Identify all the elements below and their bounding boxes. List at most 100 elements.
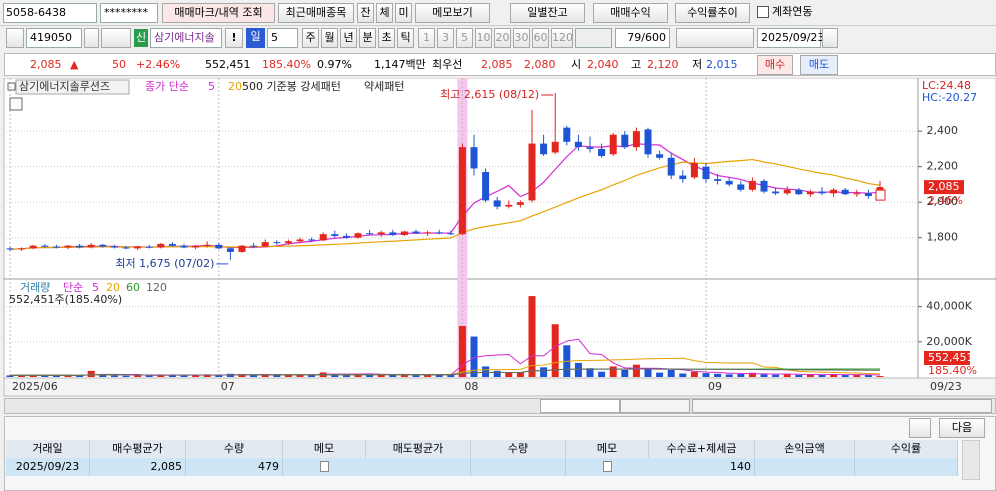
candle-body [296,239,304,242]
interval-button[interactable]: 5 [456,28,473,48]
period-button[interactable]: 틱 [397,28,414,48]
warning[interactable]: ! [225,28,243,48]
candle-body [702,166,710,180]
low: 2,015 [706,58,738,71]
ma-period: 120 [146,281,167,294]
sell-button[interactable]: 매도 [800,55,838,75]
candle-body [87,244,95,248]
volume-bar [331,374,339,377]
toolbar-button[interactable]: 최근매매종목 [278,3,354,23]
sound-icon[interactable] [101,28,131,48]
toolbar-button[interactable]: 수익률추이 [675,3,750,23]
toolbar-button[interactable]: 매매마크/내역 조회 [162,3,275,23]
period-button[interactable]: 초 [378,28,395,48]
candle-body [482,172,490,201]
toolbar-button[interactable]: 미 [395,3,412,23]
volume-bar [806,374,814,377]
interval-button[interactable]: 30 [513,28,530,48]
candle-body [748,180,756,190]
candle-body [830,189,838,194]
candle-body [621,134,629,148]
period-button[interactable]: 주 [302,28,319,48]
table-scrollbar[interactable] [962,440,980,480]
pattern-marker [875,189,886,201]
stock-code[interactable]: 419050 [26,28,82,48]
change-pct: +2.46% [136,58,181,71]
memo-icon[interactable] [602,461,612,472]
volume-bar [632,364,640,377]
volume-bar [6,375,14,377]
candle-body [760,180,768,192]
candle-body [377,232,385,235]
last-volume: 552,451 [928,351,974,364]
credit-badge: 신 [134,29,148,47]
toolbar-button[interactable]: 잔 [357,3,374,23]
x-tick-label: 2025/06 [12,380,58,393]
account-select[interactable] [3,3,97,23]
period-button[interactable]: 월 [321,28,338,48]
toolbar-button[interactable]: 체 [376,3,393,23]
search-icon[interactable] [84,28,99,48]
memo-icon[interactable] [319,461,329,472]
candle-body [690,163,698,178]
candle-body [632,131,640,148]
volume-bar [366,374,374,377]
price: 2,085 [30,58,62,71]
indicator-label: 단순 [63,281,83,294]
lc-label: LC:24.48 [922,79,971,92]
candle-body [667,157,675,176]
candle-body [354,233,362,238]
calendar-icon[interactable] [822,28,838,48]
volume-bar [725,374,733,377]
candle-body [284,241,292,244]
toolbar-button[interactable]: 일별잔고 [510,3,585,23]
zoom-controls[interactable] [692,399,992,413]
change: 50 [112,58,126,71]
candle-body [458,147,466,235]
candle-body [737,184,745,190]
date[interactable]: 2025/09/23 [757,28,824,48]
settings-icon[interactable] [909,418,931,438]
interval-button[interactable]: 20 [494,28,511,48]
candle-body [586,147,594,149]
dropdown[interactable] [575,28,612,48]
volume-bar [621,369,629,377]
scroll-thumb[interactable] [540,399,620,413]
table-cell [855,458,958,476]
candle-body [319,234,327,241]
candle-body [366,233,374,235]
amount: 1,147백만 [374,58,426,71]
menu-icon[interactable] [6,28,24,48]
period-button[interactable]: 분 [359,28,376,48]
toolbar-button[interactable]: 매매수익 [593,3,668,23]
period-button[interactable]: 년 [340,28,357,48]
volume-bar [679,373,687,377]
toolbar-button[interactable]: 메모보기 [415,3,490,23]
period-day[interactable]: 일 [246,28,265,48]
hc-label: HC:-20.27 [922,91,977,104]
interval-button[interactable]: 1 [418,28,435,48]
volume-bar [818,374,826,377]
table-row[interactable]: 2025/09/23 2,085 479 140 [6,458,958,476]
account-link: 계좌연동 [772,5,813,18]
playback-controls[interactable] [620,399,690,413]
candle-body [656,154,664,158]
checkbox[interactable] [757,6,769,18]
buy-button[interactable]: 매수 [757,55,793,75]
candle-body [215,244,223,249]
interval-button[interactable]: 120 [551,28,573,48]
interval-button[interactable]: 60 [532,28,549,48]
volume-bar [714,373,722,377]
password[interactable]: ******** [100,3,158,23]
last-price-box [924,180,964,195]
interval-button[interactable]: 3 [437,28,454,48]
candle-body [52,246,60,248]
candle-body [783,189,791,194]
tool-icons[interactable] [676,28,754,48]
candle-body [99,244,107,247]
ask: 2,085 [481,58,513,71]
next-button[interactable]: 다음 [939,418,985,438]
volume-bar [644,368,652,377]
interval-button[interactable]: 10 [475,28,492,48]
period-n[interactable]: 5 [267,28,298,48]
